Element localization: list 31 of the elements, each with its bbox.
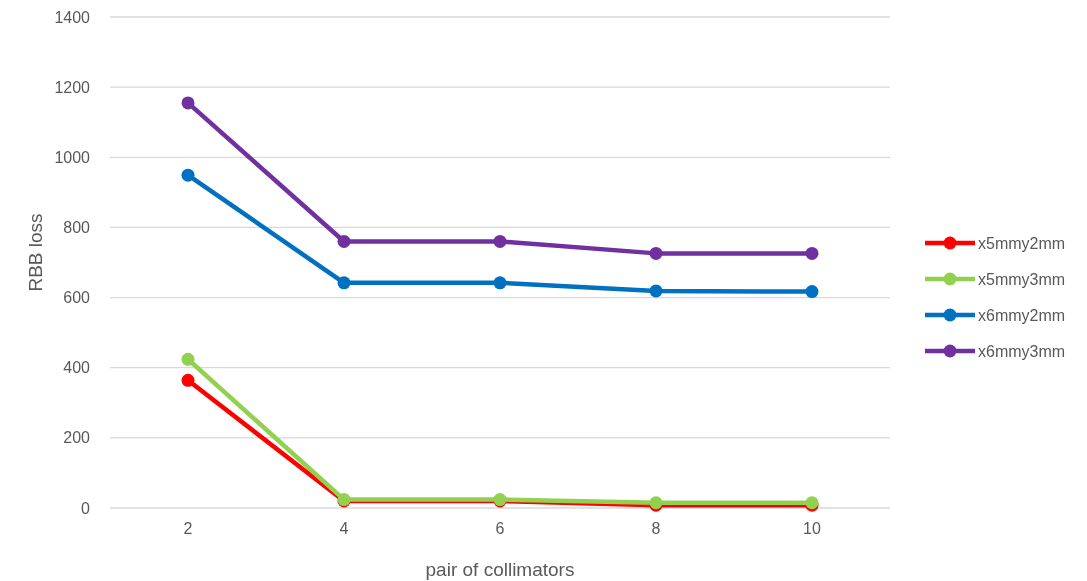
point: [181, 96, 195, 110]
x-tick-label: 6: [495, 520, 505, 537]
y-tick-label: 800: [63, 219, 91, 237]
y-tick-label: 1200: [54, 78, 91, 96]
legend-label: x6mmy3mm: [978, 342, 1066, 360]
x-tick-label: 10: [803, 520, 821, 537]
y-tick-label: 600: [63, 289, 91, 307]
point: [649, 284, 663, 298]
point: [493, 234, 507, 248]
x-tick-label: 2: [183, 520, 193, 537]
x-axis-title: pair of collimators: [425, 559, 575, 580]
point: [337, 276, 351, 290]
point: [181, 168, 195, 182]
x-tick-label: 8: [651, 520, 661, 537]
legend-label: x6mmy2mm: [978, 306, 1066, 324]
point: [649, 246, 663, 260]
legend-label: x5mmy2mm: [978, 234, 1066, 252]
legend-label: x5mmy3mm: [978, 270, 1066, 288]
y-tick-label: 200: [63, 429, 91, 447]
y-axis-title: RBB loss: [25, 213, 46, 292]
point: [805, 246, 819, 260]
point: [181, 352, 195, 366]
y-tick-label: 1000: [54, 148, 91, 166]
point: [805, 285, 819, 299]
point: [337, 234, 351, 248]
point: [181, 373, 195, 387]
y-tick-label: 0: [81, 499, 91, 517]
y-tick-label: 400: [63, 359, 91, 377]
y-tick-label: 1400: [54, 8, 91, 26]
point: [493, 276, 507, 290]
x-tick-label: 4: [339, 520, 349, 537]
